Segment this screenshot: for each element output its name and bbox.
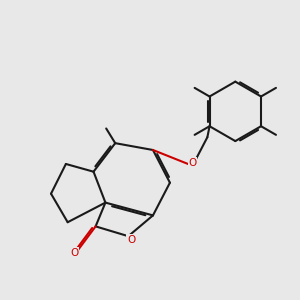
Text: O: O [188, 158, 196, 168]
Text: O: O [127, 235, 135, 245]
Text: O: O [70, 248, 78, 258]
